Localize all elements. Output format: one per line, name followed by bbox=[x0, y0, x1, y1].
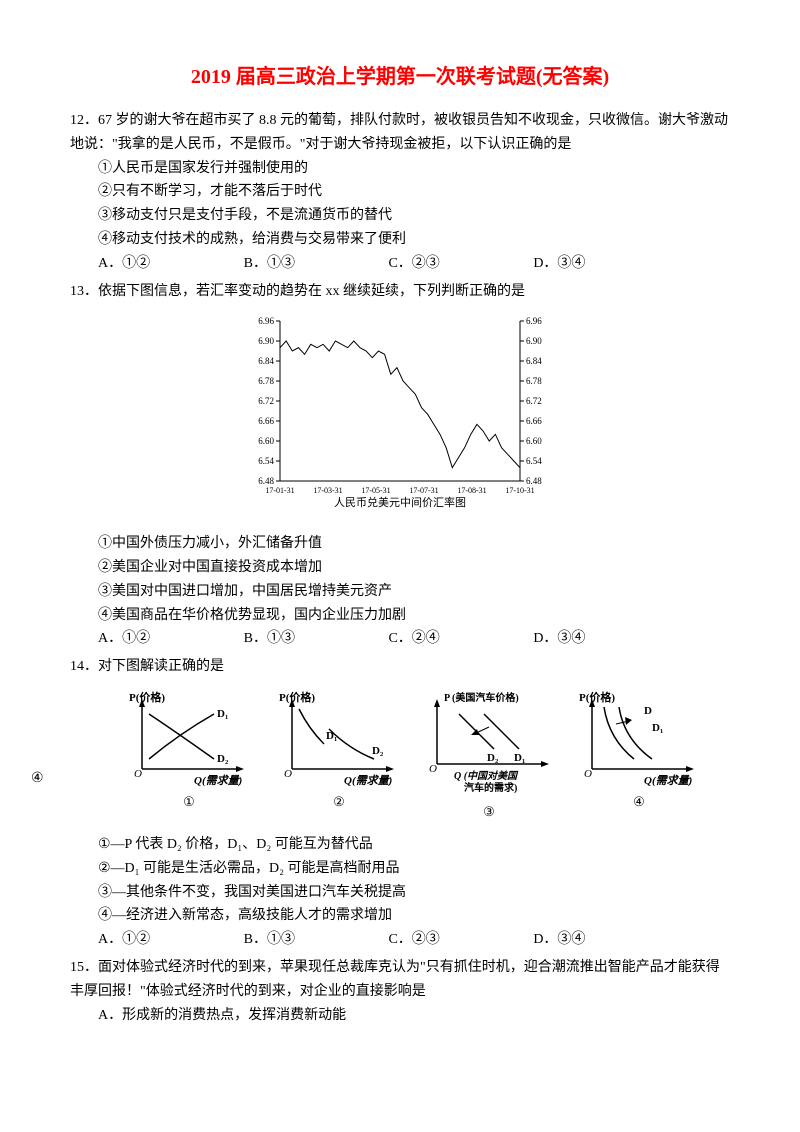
exchange-rate-chart: 6.96 6.90 6.84 6.78 6.72 6.66 6.60 6.54 6.48 6.9… bbox=[240, 311, 560, 511]
question-12: 12．67 岁的谢大爷在超市买了 8.8 元的葡萄，排队付款时，被收银员告知不收… bbox=[70, 109, 730, 276]
svg-text:D₁: D₁ bbox=[514, 752, 525, 764]
svg-text:O: O bbox=[429, 763, 437, 775]
diagram-label: ④ bbox=[569, 791, 709, 813]
option-d: D．③④ bbox=[533, 627, 585, 651]
option-a: A．①② bbox=[98, 928, 150, 952]
statement: ②—D₁ 可能是生活必需品，D₂ 可能是高档耐用品 bbox=[98, 857, 730, 881]
statement: ①中国外债压力减小，外汇储备升值 bbox=[98, 532, 730, 556]
statement: ①人民币是国家发行并强制使用的 bbox=[98, 157, 730, 181]
svg-text:6.96: 6.96 bbox=[526, 316, 542, 326]
svg-text:O: O bbox=[134, 768, 142, 780]
diagram-4: P(价格) D D₁ O Q(需求量) ④ bbox=[569, 689, 709, 823]
option-a: A．①② bbox=[98, 627, 150, 651]
svg-text:6.60: 6.60 bbox=[526, 436, 542, 446]
page-title: 2019 届高三政治上学期第一次联考试题(无答案) bbox=[70, 60, 730, 89]
q-num: 14． bbox=[70, 659, 98, 674]
statement: ②美国企业对中国直接投资成本增加 bbox=[98, 556, 730, 580]
statement: ①—P 代表 D₂ 价格，D₁、D₂ 可能互为替代品 bbox=[98, 833, 730, 857]
svg-text:6.54: 6.54 bbox=[258, 456, 274, 466]
margin-note: ④ bbox=[31, 770, 44, 787]
svg-text:6.72: 6.72 bbox=[258, 396, 274, 406]
svg-text:6.90: 6.90 bbox=[258, 336, 274, 346]
svg-text:6.84: 6.84 bbox=[258, 356, 274, 366]
option-c: C．②③ bbox=[388, 252, 439, 276]
svg-text:17-01-31: 17-01-31 bbox=[265, 486, 294, 495]
svg-text:D₂: D₂ bbox=[487, 752, 499, 764]
svg-text:Q(需求量): Q(需求量) bbox=[644, 774, 692, 787]
q-text: 对下图解读正确的是 bbox=[98, 659, 224, 674]
option-d: D．③④ bbox=[533, 928, 585, 952]
option-b: B．①③ bbox=[244, 928, 295, 952]
diagram-1: P(价格) D₁ D₂ O Q(需求量) ① bbox=[119, 689, 259, 823]
svg-text:6.60: 6.60 bbox=[258, 436, 274, 446]
svg-text:6.78: 6.78 bbox=[526, 376, 542, 386]
svg-text:P (美国汽车价格): P (美国汽车价格) bbox=[444, 691, 519, 704]
svg-text:Q (中国对美国: Q (中国对美国 bbox=[454, 770, 519, 782]
svg-text:6.48: 6.48 bbox=[526, 476, 542, 486]
q-text: 面对体验式经济时代的到来，苹果现任总裁库克认为"只有抓住时机，迎合潮流推出智能产… bbox=[70, 960, 720, 999]
svg-text:17-10-31: 17-10-31 bbox=[505, 486, 534, 495]
svg-text:6.84: 6.84 bbox=[526, 356, 542, 366]
svg-text:D₂: D₂ bbox=[372, 745, 384, 757]
svg-text:6.54: 6.54 bbox=[526, 456, 542, 466]
svg-text:6.78: 6.78 bbox=[258, 376, 274, 386]
q-num: 15． bbox=[70, 960, 98, 975]
svg-text:Q(需求量): Q(需求量) bbox=[344, 774, 392, 787]
q-text: 67 岁的谢大爷在超市买了 8.8 元的葡萄，排队付款时，被收银员告知不收现金，… bbox=[70, 113, 728, 152]
svg-text:D₂: D₂ bbox=[217, 753, 229, 765]
question-15: 15．面对体验式经济时代的到来，苹果现任总裁库克认为"只有抓住时机，迎合潮流推出… bbox=[70, 956, 730, 1027]
svg-text:P(价格): P(价格) bbox=[279, 690, 315, 704]
svg-text:P(价格): P(价格) bbox=[579, 690, 615, 704]
diagram-3: P (美国汽车价格) D₂ D₁ O Q (中国对美国 汽车的需求) ③ bbox=[419, 689, 559, 823]
q-num: 12． bbox=[70, 113, 98, 128]
statement: ③美国对中国进口增加，中国居民增持美元资产 bbox=[98, 580, 730, 604]
question-14: 14．对下图解读正确的是 P(价格) D₁ D₂ O Q(需求量) ① P(价格… bbox=[70, 655, 730, 952]
svg-text:人民币兑美元中间价汇率图: 人民币兑美元中间价汇率图 bbox=[334, 495, 466, 509]
statement: ④—经济进入新常态，高级技能人才的需求增加 bbox=[98, 904, 730, 928]
diagram-label: ② bbox=[269, 791, 409, 813]
svg-text:6.90: 6.90 bbox=[526, 336, 542, 346]
option-d: D．③④ bbox=[533, 252, 585, 276]
statement: ③移动支付只是支付手段，不是流通货币的替代 bbox=[98, 204, 730, 228]
option-c: C．②③ bbox=[388, 928, 439, 952]
svg-text:17-05-31: 17-05-31 bbox=[361, 486, 390, 495]
statement: ④美国商品在华价格优势显现，国内企业压力加剧 bbox=[98, 604, 730, 628]
option-c: C．②④ bbox=[388, 627, 439, 651]
statement: ③—其他条件不变，我国对美国进口汽车关税提高 bbox=[98, 881, 730, 905]
svg-text:O: O bbox=[584, 768, 592, 780]
svg-text:6.48: 6.48 bbox=[258, 476, 274, 486]
svg-text:6.96: 6.96 bbox=[258, 316, 274, 326]
svg-text:O: O bbox=[284, 768, 292, 780]
svg-text:17-08-31: 17-08-31 bbox=[457, 486, 486, 495]
statement: ②只有不断学习，才能不落后于时代 bbox=[98, 180, 730, 204]
option-b: B．①③ bbox=[244, 252, 295, 276]
svg-text:P(价格): P(价格) bbox=[129, 690, 165, 704]
q-num: 13． bbox=[70, 284, 98, 299]
option-b: B．①③ bbox=[244, 627, 295, 651]
q-text: 依据下图信息，若汇率变动的趋势在 xx 继续延续，下列判断正确的是 bbox=[98, 284, 525, 299]
svg-text:D₁: D₁ bbox=[217, 708, 228, 720]
svg-text:D: D bbox=[644, 705, 652, 717]
option-a: A．①② bbox=[98, 252, 150, 276]
diagram-2: P(价格) D₁ D₂ O Q(需求量) ② bbox=[269, 689, 409, 823]
svg-text:6.72: 6.72 bbox=[526, 396, 542, 406]
svg-text:Q(需求量): Q(需求量) bbox=[194, 774, 242, 787]
question-13: 13．依据下图信息，若汇率变动的趋势在 xx 继续延续，下列判断正确的是 6.9… bbox=[70, 280, 730, 652]
svg-text:17-07-31: 17-07-31 bbox=[409, 486, 438, 495]
diagram-label: ③ bbox=[419, 801, 559, 823]
svg-text:汽车的需求): 汽车的需求) bbox=[464, 781, 517, 794]
diagram-label: ① bbox=[119, 791, 259, 813]
option-a: A．形成新的消费热点，发挥消费新动能 bbox=[98, 1004, 730, 1028]
svg-text:6.66: 6.66 bbox=[258, 416, 274, 426]
statement: ④移动支付技术的成熟，给消费与交易带来了便利 bbox=[98, 228, 730, 252]
svg-text:D₁: D₁ bbox=[652, 722, 663, 734]
svg-text:6.66: 6.66 bbox=[526, 416, 542, 426]
svg-text:17-03-31: 17-03-31 bbox=[313, 486, 342, 495]
